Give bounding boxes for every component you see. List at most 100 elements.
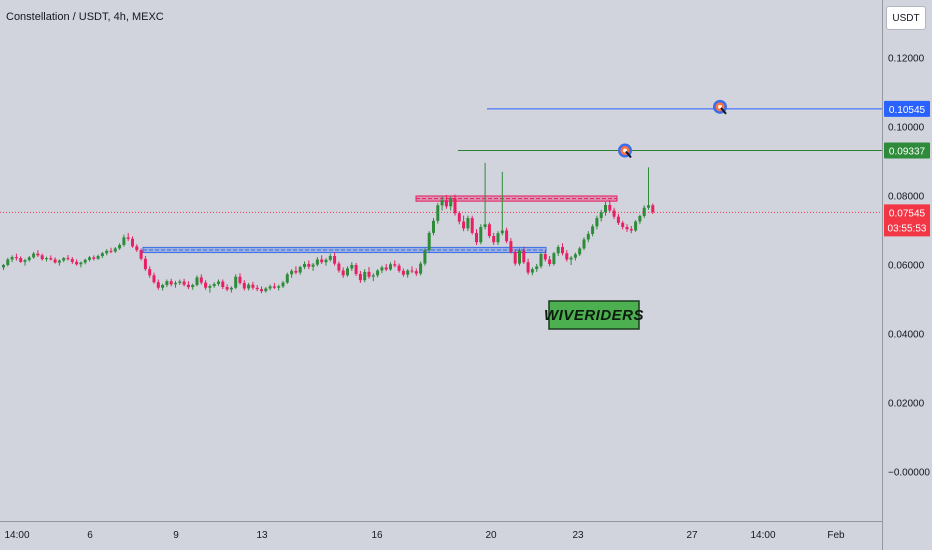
candle-body: [453, 198, 457, 214]
candle-body: [479, 227, 483, 243]
candle-body: [96, 256, 100, 259]
candle-body: [75, 261, 79, 265]
candle-body: [423, 250, 427, 264]
candle-body: [311, 264, 315, 267]
candle-body: [79, 262, 83, 265]
candle-body: [440, 200, 444, 206]
candle-body: [70, 259, 74, 262]
candle-body: [45, 258, 48, 260]
candle-body: [414, 271, 418, 274]
candle-body: [505, 230, 509, 242]
candle-body: [40, 255, 44, 260]
candle-body: [169, 281, 173, 285]
candle-body: [161, 284, 165, 288]
candle-body: [543, 253, 547, 260]
candle-body: [444, 200, 448, 207]
candle-body: [88, 257, 91, 260]
candle-body: [436, 205, 440, 221]
candle-body: [462, 221, 466, 229]
candle-body: [526, 262, 530, 273]
candle-body: [277, 286, 281, 288]
candle-body: [556, 247, 560, 254]
candle-body: [642, 207, 646, 216]
candle-body: [337, 263, 341, 271]
candle-body: [260, 289, 263, 292]
candle-body: [242, 282, 246, 289]
candle-body: [612, 210, 616, 217]
chart-title: Constellation / USDT, 4h, MEXC: [6, 11, 164, 23]
candle-body: [186, 284, 190, 288]
candle-body: [143, 258, 147, 270]
candle-body: [195, 277, 199, 285]
x-tick-label: 14:00: [750, 530, 775, 541]
current-price-text: 0.07545: [889, 208, 926, 219]
candle-body: [569, 257, 573, 260]
candle-body: [36, 253, 40, 256]
candle-body: [212, 283, 216, 287]
candle-body: [272, 286, 276, 288]
candle-body: [595, 218, 599, 227]
candle-body: [427, 232, 431, 251]
candle-body: [371, 275, 375, 277]
candle-body: [591, 226, 595, 234]
target-1-price-label: [884, 142, 930, 159]
candle-body: [457, 213, 461, 222]
candle-body: [561, 247, 564, 254]
candle-body: [573, 254, 577, 258]
candle-body: [290, 270, 294, 275]
candle-body: [492, 236, 496, 243]
candle-body: [23, 260, 27, 262]
candle-body: [363, 271, 367, 281]
currency-button[interactable]: USDT: [886, 6, 926, 30]
candle-body: [389, 264, 392, 270]
candle-body: [629, 229, 633, 231]
candle-body: [608, 204, 612, 211]
candle-body: [638, 215, 642, 222]
candle-body: [634, 221, 638, 231]
candle-body: [221, 281, 225, 288]
candle-body: [165, 281, 169, 285]
candle-body: [294, 270, 298, 273]
candle-body: [651, 205, 655, 213]
candle-body: [285, 274, 289, 283]
candle-body: [397, 265, 401, 271]
candle-body: [100, 253, 104, 257]
countdown-text: 03:55:53: [888, 223, 927, 234]
candle-body: [565, 253, 569, 260]
watermark-text: WIVERIDERS: [544, 307, 644, 324]
candle-body: [156, 282, 160, 288]
candle-body: [238, 276, 242, 283]
x-tick-label: 16: [371, 530, 383, 541]
candle-body: [449, 198, 453, 207]
candle-body: [647, 205, 650, 208]
candle-body: [324, 259, 328, 263]
x-tick-label: 13: [256, 530, 268, 541]
current-price-label: [884, 204, 930, 237]
target-2-price-label-text: 0.10545: [889, 105, 926, 116]
candle-body: [225, 287, 229, 290]
candle-body: [191, 284, 195, 288]
candle-body: [113, 248, 117, 252]
candle-body: [333, 256, 337, 264]
candle-body: [281, 282, 285, 287]
candle-body: [62, 258, 66, 261]
candle-body: [496, 233, 500, 243]
target-icon-arrow: [720, 107, 727, 115]
candle-body: [487, 224, 491, 237]
candle-body: [264, 288, 268, 292]
target-2-price-label: [884, 100, 930, 117]
watermark-box: [548, 300, 640, 330]
candle-body: [320, 259, 324, 263]
candle-body: [328, 256, 332, 260]
candle-body: [14, 257, 18, 259]
candle-body: [401, 270, 405, 275]
candle-body: [350, 264, 354, 269]
candle-body: [109, 250, 113, 252]
candle-body: [509, 241, 513, 252]
candle-body: [298, 267, 302, 273]
candle-body: [341, 270, 345, 276]
candle-body: [2, 264, 5, 268]
candle-body: [251, 284, 255, 288]
y-tick-label: 0.08000: [888, 192, 925, 203]
